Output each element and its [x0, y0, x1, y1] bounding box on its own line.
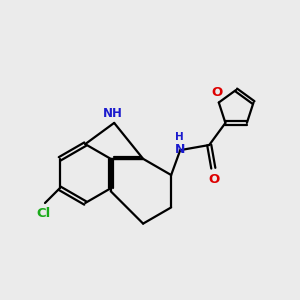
- Text: N: N: [175, 143, 185, 156]
- Text: O: O: [212, 86, 223, 99]
- Text: Cl: Cl: [36, 206, 51, 220]
- Text: NH: NH: [103, 107, 123, 120]
- Text: O: O: [208, 172, 220, 186]
- Text: H: H: [175, 132, 184, 142]
